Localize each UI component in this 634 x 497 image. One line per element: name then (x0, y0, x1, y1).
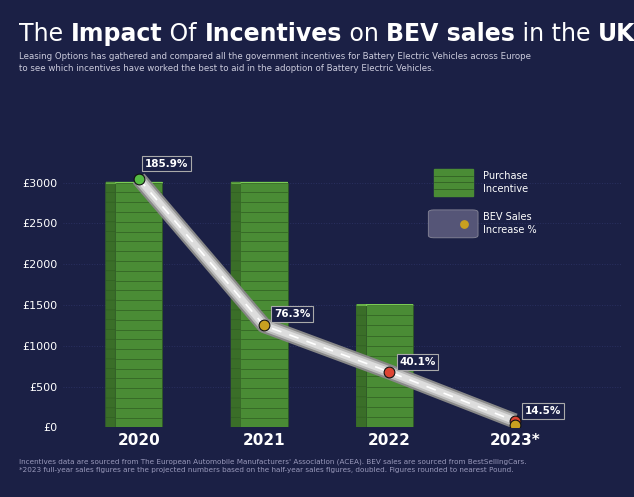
Text: BEV sales: BEV sales (386, 22, 515, 46)
Text: Impact: Impact (70, 22, 162, 46)
Bar (366, 305, 413, 427)
Text: 40.1%: 40.1% (399, 357, 436, 367)
Point (459, 220, 469, 228)
Polygon shape (106, 182, 115, 427)
Text: The: The (19, 22, 70, 46)
Polygon shape (357, 305, 366, 427)
Text: Of: Of (162, 22, 204, 46)
Point (510, 417, 520, 425)
Bar (240, 182, 288, 427)
Text: 185.9%: 185.9% (145, 159, 188, 169)
Bar (115, 182, 162, 427)
FancyBboxPatch shape (429, 210, 478, 238)
Text: in the: in the (515, 22, 598, 46)
Bar (434, 169, 473, 196)
Point (510, 420, 520, 428)
Polygon shape (231, 182, 240, 427)
Text: Incentives: Incentives (204, 22, 342, 46)
Text: Leasing Options has gathered and compared all the government incentives for Batt: Leasing Options has gathered and compare… (19, 52, 531, 73)
Text: BEV Sales
Increase %: BEV Sales Increase % (483, 212, 537, 235)
Point (134, 174, 144, 182)
Point (259, 322, 269, 330)
Bar (434, 169, 473, 196)
Text: Incentives data are sourced from The European Automobile Manufacturers' Associat: Incentives data are sourced from The Eur… (19, 459, 526, 473)
Text: on: on (342, 22, 386, 46)
Text: 14.5%: 14.5% (525, 406, 561, 416)
Text: 76.3%: 76.3% (274, 309, 311, 319)
Text: Purchase
Incentive: Purchase Incentive (483, 171, 529, 194)
Point (384, 368, 394, 376)
Text: UK: UK (598, 22, 634, 46)
